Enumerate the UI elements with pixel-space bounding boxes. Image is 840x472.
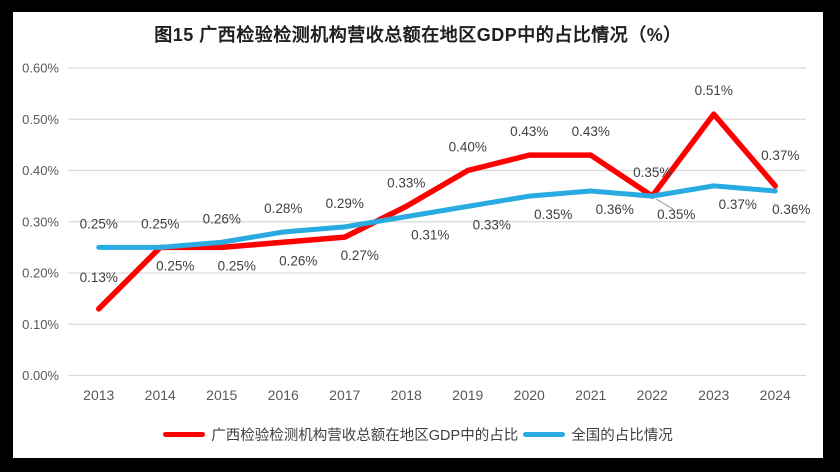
svg-text:0.40%: 0.40%	[22, 163, 59, 178]
svg-text:2017: 2017	[329, 387, 360, 403]
svg-text:2024: 2024	[760, 387, 791, 403]
legend-label-national: 全国的占比情况	[571, 428, 673, 444]
svg-text:0.43%: 0.43%	[510, 124, 548, 139]
svg-text:2021: 2021	[575, 387, 606, 403]
svg-text:0.35%: 0.35%	[534, 207, 572, 222]
svg-text:2020: 2020	[514, 387, 545, 403]
svg-text:0.50%: 0.50%	[22, 112, 59, 127]
svg-text:0.37%: 0.37%	[719, 197, 757, 212]
svg-text:2023: 2023	[698, 387, 729, 403]
svg-text:0.35%: 0.35%	[657, 207, 695, 222]
svg-text:0.29%: 0.29%	[326, 196, 364, 211]
svg-text:0.40%: 0.40%	[449, 140, 487, 155]
svg-text:0.33%: 0.33%	[387, 175, 425, 190]
svg-text:2013: 2013	[83, 387, 114, 403]
svg-text:0.36%: 0.36%	[772, 202, 810, 217]
svg-text:2016: 2016	[268, 387, 299, 403]
svg-text:0.37%: 0.37%	[761, 148, 799, 163]
svg-text:2019: 2019	[452, 387, 483, 403]
svg-text:0.26%: 0.26%	[203, 211, 241, 226]
svg-text:0.26%: 0.26%	[279, 253, 317, 268]
legend-line-red-icon	[163, 432, 206, 437]
svg-text:0.10%: 0.10%	[22, 317, 59, 332]
svg-text:0.20%: 0.20%	[22, 266, 59, 281]
svg-text:2022: 2022	[637, 387, 668, 403]
svg-text:0.27%: 0.27%	[341, 248, 379, 263]
svg-text:0.30%: 0.30%	[22, 214, 59, 229]
svg-text:0.35%: 0.35%	[633, 165, 671, 180]
svg-text:0.00%: 0.00%	[22, 368, 59, 383]
chart-legend: 广西检验检测机构营收总额在地区GDP中的占比 全国的占比情况	[13, 424, 823, 445]
svg-text:0.31%: 0.31%	[411, 228, 449, 243]
svg-text:0.60%: 0.60%	[22, 61, 59, 76]
line-chart-canvas: 0.00% 0.10% 0.20% 0.30% 0.40% 0.50% 0.60% 2013 2…	[22, 61, 810, 404]
svg-text:0.36%: 0.36%	[596, 202, 634, 217]
svg-text:0.51%: 0.51%	[695, 83, 733, 98]
svg-text:2015: 2015	[206, 387, 237, 403]
legend-line-blue-icon	[523, 432, 566, 437]
svg-text:0.33%: 0.33%	[473, 217, 511, 232]
legend-item-national: 全国的占比情况	[523, 424, 673, 445]
chart-panel: 图15 广西检验检测机构营收总额在地区GDP中的占比情况（%） 0.00% 0.1…	[13, 12, 823, 458]
svg-text:0.25%: 0.25%	[156, 258, 194, 273]
svg-text:0.13%: 0.13%	[80, 270, 118, 285]
chart-title: 图15 广西检验检测机构营收总额在地区GDP中的占比情况（%）	[154, 25, 682, 45]
legend-label-guangxi: 广西检验检测机构营收总额在地区GDP中的占比	[211, 428, 519, 444]
svg-text:0.25%: 0.25%	[80, 216, 118, 231]
svg-text:2014: 2014	[145, 387, 176, 403]
svg-text:2018: 2018	[391, 387, 422, 403]
svg-text:0.43%: 0.43%	[572, 124, 610, 139]
legend-item-guangxi: 广西检验检测机构营收总额在地区GDP中的占比	[163, 424, 518, 445]
svg-text:0.25%: 0.25%	[218, 258, 256, 273]
svg-text:0.25%: 0.25%	[141, 216, 179, 231]
svg-text:0.28%: 0.28%	[264, 201, 302, 216]
